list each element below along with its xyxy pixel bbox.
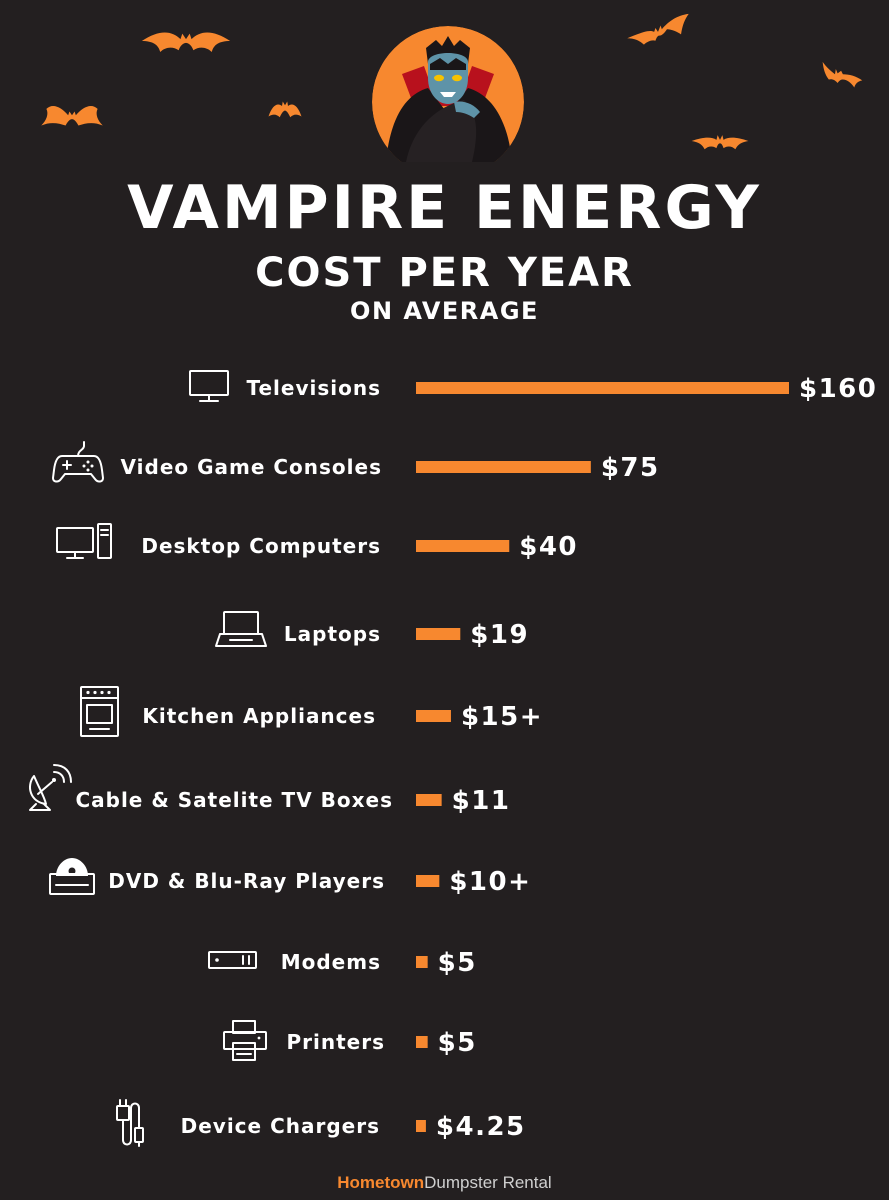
bar <box>416 710 451 722</box>
value-label: $4.25 <box>436 1112 526 1142</box>
value-label: $160 <box>799 374 877 404</box>
category-label: Laptops <box>284 622 381 646</box>
bat-icon <box>141 32 231 53</box>
value-label: $5 <box>438 1028 477 1058</box>
charger-icon <box>116 1099 144 1147</box>
bar <box>416 628 461 640</box>
category-label: Video Game Consoles <box>121 455 382 479</box>
laptop-icon <box>215 611 267 647</box>
bar <box>416 461 591 473</box>
dvd-player-icon <box>49 858 95 895</box>
bar <box>416 540 510 552</box>
category-label: Cable & Satelite TV Boxes <box>75 788 393 812</box>
value-label: $5 <box>438 948 477 978</box>
bat-icon <box>41 105 103 126</box>
value-label: $15+ <box>461 702 543 732</box>
bat-icon <box>822 61 863 88</box>
value-label: $75 <box>601 453 660 483</box>
page-title: VAMPIRE ENERGY <box>127 173 762 243</box>
game-controller-icon <box>52 441 104 483</box>
value-label: $11 <box>452 786 511 816</box>
modem-icon <box>208 951 257 969</box>
tv-icon <box>189 370 229 402</box>
bat-icon <box>627 13 689 45</box>
printer-icon <box>223 1020 267 1061</box>
footer-brand-bold: Hometown <box>337 1173 425 1192</box>
bar <box>416 382 789 394</box>
bat-icon <box>268 101 302 118</box>
category-label: Device Chargers <box>181 1114 380 1138</box>
category-label: Modems <box>281 950 381 974</box>
desktop-computer-icon <box>56 523 112 559</box>
bar <box>416 1036 428 1048</box>
page-subtitle-secondary: ON AVERAGE <box>350 297 539 325</box>
footer-brand: HometownDumpster Rental <box>0 1172 889 1194</box>
value-label: $19 <box>470 620 529 650</box>
value-label: $40 <box>519 532 578 562</box>
footer-brand-rest: Dumpster Rental <box>424 1173 552 1192</box>
category-label: Desktop Computers <box>141 534 381 558</box>
category-label: DVD & Blu-Ray Players <box>108 869 385 893</box>
satellite-dish-icon <box>29 764 72 811</box>
page-subtitle: COST PER YEAR <box>255 250 634 296</box>
value-label: $10+ <box>449 867 531 897</box>
oven-icon <box>80 686 119 737</box>
category-label: Kitchen Appliances <box>142 704 376 728</box>
bar <box>416 956 428 968</box>
bar <box>416 1120 426 1132</box>
bar <box>416 794 442 806</box>
bar <box>416 875 440 887</box>
category-label: Printers <box>286 1030 385 1054</box>
vampire-logo <box>372 26 524 162</box>
category-label: Televisions <box>246 376 381 400</box>
bat-icon <box>691 135 749 150</box>
